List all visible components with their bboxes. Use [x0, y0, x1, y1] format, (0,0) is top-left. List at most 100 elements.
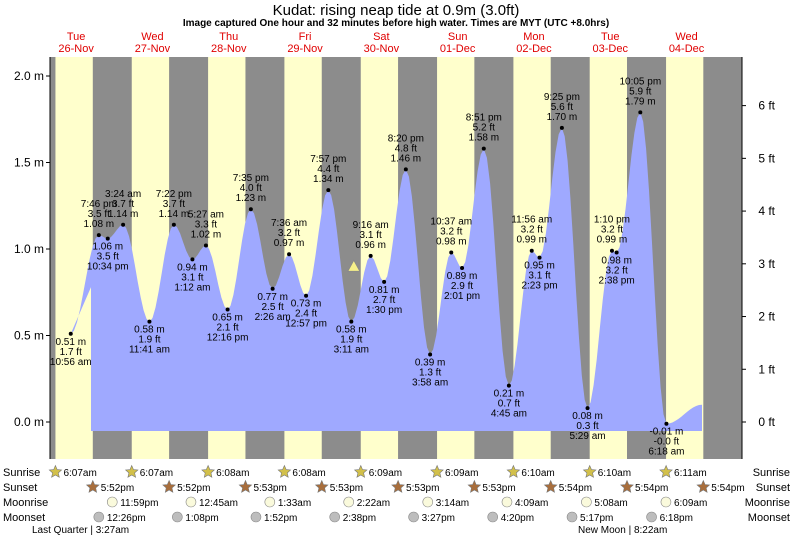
tide-label: 2.7 ft — [373, 295, 395, 306]
sunset-time: 5:54pm — [635, 483, 668, 494]
tide-label: 0.98 m — [436, 236, 467, 247]
sunset-icon — [162, 479, 177, 493]
tide-label: 10:05 pm — [619, 76, 661, 87]
sunrise-icon — [277, 464, 292, 478]
tide-label: 3.7 ft — [112, 199, 134, 210]
tide-label: 0.99 m — [597, 235, 628, 246]
sunrise-icon — [430, 464, 444, 478]
right-tick-label: 5 ft — [758, 151, 775, 165]
moon-phase-last-quarter: Last Quarter | 3:27am — [32, 525, 129, 536]
sunset-time: 5:53pm — [482, 483, 515, 494]
daylight-band — [666, 57, 704, 459]
sunrise-time: 6:08am — [292, 468, 325, 479]
right-tick-label: 6 ft — [758, 99, 775, 113]
tide-label: 3.7 ft — [163, 199, 185, 210]
moonrise-time: 4:09am — [515, 498, 548, 509]
day-name: Wed — [141, 31, 163, 43]
sunrise-label-left: Sunrise — [3, 467, 40, 479]
tide-label: 0.81 m — [369, 285, 400, 296]
tide-point — [270, 286, 275, 291]
sunrise-time: 6:09am — [445, 468, 478, 479]
moonset-icon — [646, 511, 657, 523]
tide-label: 1.79 m — [625, 96, 656, 107]
moonrise-icon — [501, 496, 513, 508]
day-date: 28-Nov — [211, 43, 247, 55]
day-date: 30-Nov — [364, 43, 400, 55]
sunrise-icon — [582, 464, 597, 478]
moonrise-icon — [422, 496, 434, 508]
sunrise-time: 6:11am — [674, 468, 707, 479]
sunrise-time: 6:07am — [140, 468, 173, 479]
sunset-icon — [620, 479, 634, 493]
tide-label: 2:23 pm — [521, 281, 557, 292]
tide-point — [171, 222, 176, 227]
sunrise-icon — [124, 464, 139, 478]
tide-label: 12:57 pm — [285, 319, 327, 330]
moonrise-time: 12:45am — [199, 498, 238, 509]
tide-label: 0.08 m — [572, 411, 603, 422]
moonset-time: 1:08pm — [185, 513, 218, 524]
tide-point — [638, 110, 643, 115]
axes: 2.0 m 1.5 m 1.0 m 0.5 m 0.0 m 6 ft 5 ft 4 ft 3 f… — [14, 57, 776, 459]
tide-label: 1.14 m — [159, 209, 190, 220]
tide-point — [326, 188, 331, 193]
tide-point — [287, 252, 292, 257]
day-date: 03-Dec — [593, 43, 629, 55]
sunset-icon — [543, 479, 558, 493]
sunrise-time: 6:08am — [216, 468, 249, 479]
tide-label: 5.6 ft — [551, 102, 573, 113]
sunrise-time: 6:07am — [63, 468, 96, 479]
sunrise-icon — [353, 464, 368, 478]
moonrise-icon — [343, 496, 355, 508]
tide-label: 3.3 ft — [195, 220, 217, 231]
sunset-label-right: Sunset — [756, 482, 790, 494]
day-name: Tue — [67, 31, 86, 43]
tide-label: 1.3 ft — [419, 368, 441, 379]
moonset-time: 6:18pm — [660, 513, 693, 524]
tide-label: 10:37 am — [430, 216, 472, 227]
sun-moon-footer: Sunrise Sunrise Sunset Sunset Moonrise Moonri… — [3, 464, 790, 536]
day-name: Tue — [601, 31, 620, 43]
sunset-label-left: Sunset — [3, 482, 37, 494]
moonrise-time: 6:09am — [674, 498, 707, 509]
tide-label: 7:35 pm — [233, 173, 269, 184]
tide-label: 1.9 ft — [340, 335, 362, 346]
tide-point — [382, 279, 387, 284]
sunrise-label-right: Sunrise — [753, 467, 790, 479]
sunset-time: 5:52pm — [177, 483, 210, 494]
tide-point — [529, 248, 534, 253]
moonrise-label-left: Moonrise — [3, 497, 48, 509]
day-name: Sun — [448, 31, 468, 43]
sunset-time: 5:52pm — [101, 483, 134, 494]
tide-point — [349, 319, 354, 324]
tide-label: 1.7 ft — [60, 347, 82, 358]
moonrise-time: 5:08am — [594, 498, 627, 509]
tide-label: 3:58 am — [412, 378, 448, 389]
tide-label: 10:34 pm — [87, 262, 129, 273]
tide-label: 1.23 m — [236, 193, 267, 204]
tide-label: -0.0 ft — [654, 437, 680, 448]
tide-label: 3:24 am — [105, 189, 141, 200]
moonset-time: 1:52pm — [264, 513, 297, 524]
sunset-icon — [391, 479, 405, 493]
right-tick-label: 1 ft — [758, 362, 775, 376]
tide-label: 7:57 pm — [310, 154, 346, 165]
tide-label: 6:18 am — [648, 447, 684, 458]
sunset-time: 5:53pm — [330, 483, 363, 494]
sunset-time: 5:54pm — [711, 483, 744, 494]
tide-label: 0.73 m — [291, 299, 322, 310]
moonrise-icon — [660, 496, 672, 508]
moonset-icon — [93, 511, 105, 523]
tide-label: 5.2 ft — [473, 123, 495, 134]
chart-title: Kudat: rising neap tide at 0.9m (3.0ft) — [273, 2, 520, 19]
tide-label: 8:20 pm — [388, 133, 424, 144]
tide-label: 4.4 ft — [317, 164, 339, 175]
tide-label: 2.1 ft — [216, 323, 238, 334]
tide-area — [70, 112, 703, 432]
moonrise-icon — [264, 496, 276, 508]
right-tick-label: 2 ft — [758, 310, 775, 324]
moonset-icon — [487, 511, 499, 523]
moonset-time: 3:27pm — [422, 513, 455, 524]
tide-label: 1.46 m — [391, 153, 422, 164]
tide-label: 0.77 m — [257, 292, 288, 303]
